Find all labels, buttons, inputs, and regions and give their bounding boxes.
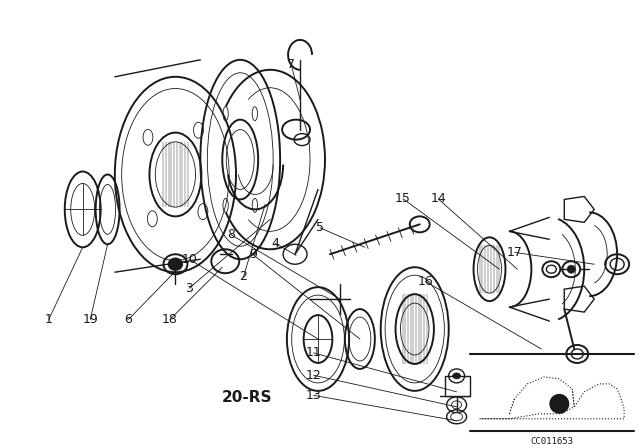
Text: 18: 18: [162, 313, 178, 326]
Text: 4: 4: [271, 237, 279, 250]
Text: 12: 12: [306, 369, 321, 382]
Text: 19: 19: [83, 313, 98, 326]
Ellipse shape: [452, 373, 461, 379]
Ellipse shape: [451, 413, 463, 421]
Text: 7: 7: [287, 58, 295, 71]
Polygon shape: [445, 376, 470, 396]
Text: 20-RS: 20-RS: [221, 390, 272, 405]
Ellipse shape: [567, 265, 575, 273]
Text: 5: 5: [316, 221, 324, 234]
Polygon shape: [564, 286, 594, 312]
Text: 3: 3: [185, 282, 193, 295]
Text: 10: 10: [181, 253, 197, 266]
Text: 13: 13: [306, 389, 321, 402]
Text: 16: 16: [417, 275, 433, 288]
Text: CC011653: CC011653: [531, 437, 574, 446]
Text: 8: 8: [227, 228, 235, 241]
Circle shape: [549, 394, 569, 414]
Text: 14: 14: [430, 192, 446, 205]
Text: 1: 1: [45, 313, 52, 326]
Text: 2: 2: [239, 271, 248, 284]
Text: 6: 6: [125, 313, 132, 326]
Text: 9: 9: [249, 248, 257, 261]
Text: 17: 17: [507, 246, 523, 259]
Polygon shape: [564, 196, 594, 222]
Text: 15: 15: [395, 192, 411, 205]
Ellipse shape: [168, 258, 182, 270]
Text: 11: 11: [306, 346, 321, 359]
